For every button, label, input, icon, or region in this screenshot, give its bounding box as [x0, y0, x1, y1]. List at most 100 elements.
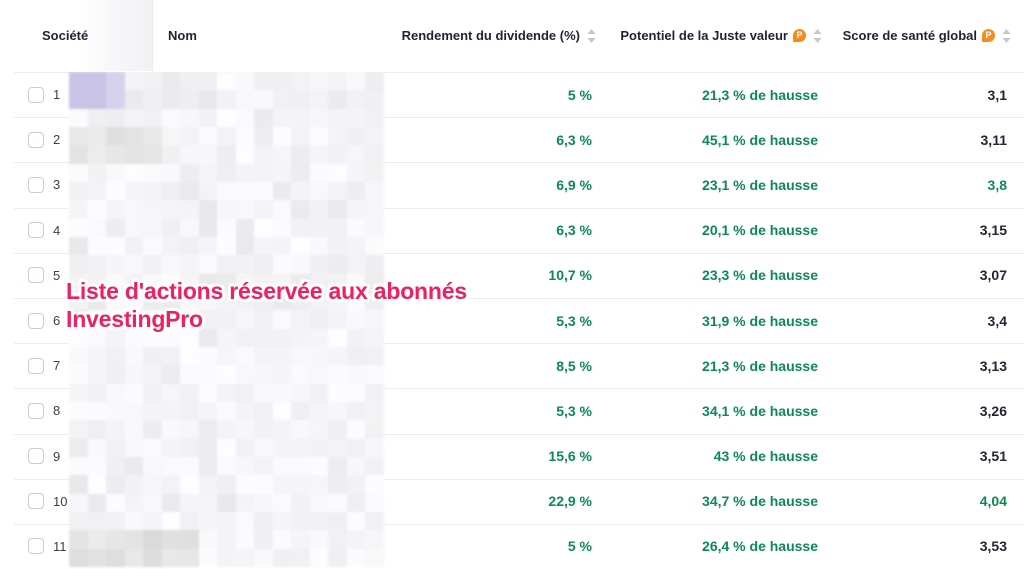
mosaic-cell: [199, 420, 218, 438]
row-checkbox[interactable]: [28, 448, 44, 464]
mosaic-cell: [125, 512, 144, 530]
mosaic-cell: [180, 365, 199, 383]
row-checkbox[interactable]: [28, 493, 44, 509]
mosaic-cell: [365, 402, 384, 420]
mosaic-cell: [106, 237, 125, 255]
row-checkbox[interactable]: [28, 87, 44, 103]
mosaic-cell: [199, 237, 218, 255]
mosaic-cell: [273, 90, 292, 108]
mosaic-cell: [328, 439, 347, 457]
mosaic-cell: [291, 127, 310, 145]
row-checkbox[interactable]: [28, 132, 44, 148]
pro-subscribers-note-line1: Liste d'actions réservée aux abonnés: [66, 277, 536, 305]
pro-subscribers-note-line2: InvestingPro: [66, 305, 536, 333]
row-checkbox[interactable]: [28, 267, 44, 283]
row-checkbox[interactable]: [28, 358, 44, 374]
mosaic-cell: [347, 219, 366, 237]
mosaic-cell: [180, 530, 199, 548]
mosaic-cell: [217, 347, 236, 365]
row-number: 7: [53, 358, 60, 373]
health-score-value: 3,53: [822, 538, 1011, 554]
mosaic-cell: [162, 439, 181, 457]
mosaic-cell: [180, 90, 199, 108]
mosaic-cell: [217, 457, 236, 475]
mosaic-cell: [199, 200, 218, 218]
column-header-dividend-yield[interactable]: Rendement du dividende (%): [402, 0, 596, 71]
mosaic-cell: [365, 439, 384, 457]
row-number: 4: [53, 223, 60, 238]
row-checkbox[interactable]: [28, 222, 44, 238]
mosaic-cell: [254, 200, 273, 218]
mosaic-cell: [236, 237, 255, 255]
health-score-value: 3,13: [822, 358, 1011, 374]
sort-icon[interactable]: [587, 29, 596, 43]
dividend-yield-value: 5 %: [380, 87, 596, 103]
mosaic-cell: [310, 347, 329, 365]
mosaic-cell: [217, 384, 236, 402]
mosaic-cell: [365, 475, 384, 493]
mosaic-cell: [180, 439, 199, 457]
mosaic-cell: [180, 164, 199, 182]
column-header-health-score[interactable]: Score de santé global P: [843, 0, 1011, 71]
mosaic-cell: [328, 200, 347, 218]
health-score-value: 3,15: [822, 222, 1011, 238]
mosaic-cell: [180, 145, 199, 163]
mosaic-cell: [365, 237, 384, 255]
mosaic-cell: [291, 384, 310, 402]
mosaic-cell: [291, 347, 310, 365]
mosaic-cell: [69, 219, 88, 237]
sort-icon[interactable]: [813, 29, 822, 43]
mosaic-cell: [125, 237, 144, 255]
row-checkbox[interactable]: [28, 313, 44, 329]
mosaic-cell: [273, 365, 292, 383]
mosaic-cell: [88, 127, 107, 145]
mosaic-cell: [88, 219, 107, 237]
mosaic-cell: [106, 90, 125, 108]
mosaic-cell: [199, 164, 218, 182]
mosaic-cell: [347, 549, 366, 567]
mosaic-cell: [347, 512, 366, 530]
mosaic-cell: [310, 90, 329, 108]
mosaic-cell: [347, 200, 366, 218]
dividend-yield-value: 15,6 %: [380, 448, 596, 464]
mosaic-cell: [88, 237, 107, 255]
mosaic-cell: [254, 347, 273, 365]
mosaic-cell: [291, 530, 310, 548]
mosaic-cell: [217, 90, 236, 108]
mosaic-cell: [347, 530, 366, 548]
health-score-value: 3,26: [822, 403, 1011, 419]
mosaic-cell: [88, 549, 107, 567]
mosaic-cell: [69, 90, 88, 108]
mosaic-cell: [125, 420, 144, 438]
fair-value-upside-value: 20,1 % de hausse: [596, 222, 822, 238]
dividend-yield-value: 6,3 %: [380, 222, 596, 238]
mosaic-cell: [180, 347, 199, 365]
mosaic-cell: [143, 127, 162, 145]
mosaic-cell: [69, 255, 88, 273]
column-header-fair-value-potential[interactable]: Potentiel de la Juste valeur P: [620, 0, 822, 71]
mosaic-cell: [365, 182, 384, 200]
mosaic-cell: [162, 164, 181, 182]
row-checkbox[interactable]: [28, 538, 44, 554]
column-header-societe: Société: [42, 0, 88, 71]
mosaic-cell: [106, 145, 125, 163]
mosaic-cell: [328, 494, 347, 512]
row-checkbox[interactable]: [28, 177, 44, 193]
row-checkbox[interactable]: [28, 403, 44, 419]
mosaic-cell: [143, 347, 162, 365]
mosaic-cell: [106, 494, 125, 512]
mosaic-cell: [291, 182, 310, 200]
mosaic-cell: [199, 384, 218, 402]
mosaic-cell: [254, 255, 273, 273]
mosaic-cell: [273, 384, 292, 402]
column-header-label: Nom: [168, 28, 197, 43]
mosaic-cell: [254, 365, 273, 383]
mosaic-cell: [143, 402, 162, 420]
mosaic-cell: [106, 347, 125, 365]
mosaic-cell: [162, 90, 181, 108]
mosaic-cell: [217, 72, 236, 90]
mosaic-cell: [365, 255, 384, 273]
mosaic-cell: [125, 494, 144, 512]
sort-icon[interactable]: [1002, 29, 1011, 43]
mosaic-cell: [328, 530, 347, 548]
